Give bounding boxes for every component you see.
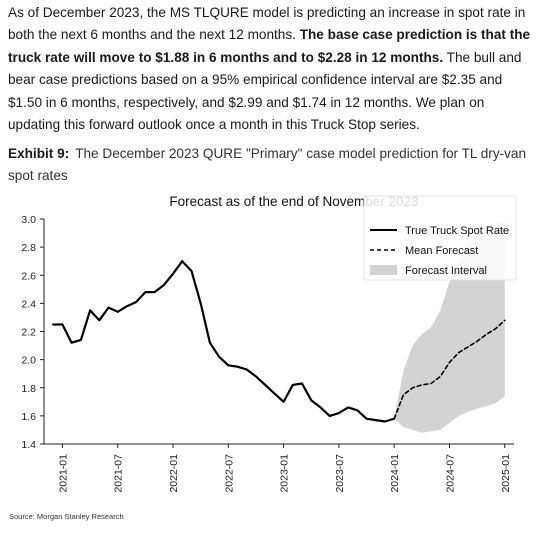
intro-text-1: As of December 2023, the MS TLQURE model…	[8, 5, 526, 43]
legend-box	[363, 195, 517, 281]
x-tick-label: 2023-01	[279, 454, 291, 493]
legend-forecast-interval-swatch	[370, 265, 397, 275]
exhibit-label: Exhibit 9:	[8, 146, 70, 161]
y-tick-label: 2.4	[21, 298, 36, 310]
x-tick-label: 2023-07	[334, 454, 346, 493]
x-tick-label: 2022-01	[168, 454, 180, 493]
x-tick-label: 2024-01	[389, 454, 401, 493]
y-tick-label: 1.4	[21, 439, 36, 451]
x-tick-label: 2021-01	[57, 454, 69, 493]
y-tick-label: 1.6	[21, 411, 36, 423]
x-tick-label: 2025-01	[500, 454, 512, 493]
y-tick-label: 2.2	[21, 327, 36, 339]
intro-text-bold: The base case prediction is that the tru…	[8, 27, 531, 65]
y-tick-label: 3.0	[21, 214, 36, 226]
intro-text-2: The bull and bear case predictions based…	[8, 49, 522, 133]
y-tick-label: 1.8	[21, 383, 36, 395]
chart-title: Forecast as of the end of November 2023	[169, 194, 418, 209]
intro-paragraph: As of December 2023, the MS TLQURE model…	[8, 2, 538, 136]
legend-forecast-interval-label: Forecast Interval	[405, 265, 487, 277]
x-tick-label: 2024-07	[444, 454, 456, 493]
mean-forecast-line	[393, 319, 506, 420]
forecast-chart: Forecast as of the end of November 2023 1…	[21, 194, 517, 493]
source-note: Source: Morgan Stanley Research	[9, 512, 124, 521]
y-tick-label: 2.6	[21, 270, 36, 282]
true-spot-rate-line	[52, 260, 396, 423]
exhibit-heading: Exhibit 9: The December 2023 QURE "Primar…	[8, 143, 538, 188]
x-tick-label: 2021-07	[113, 454, 125, 493]
legend-true-rate-label: True Truck Spot Rate	[405, 225, 509, 237]
x-tick-label: 2022-07	[223, 454, 235, 493]
exhibit-caption: The December 2023 QURE "Primary" case mo…	[8, 146, 527, 184]
y-tick-label: 2.8	[21, 242, 36, 254]
legend-mean-forecast-label: Mean Forecast	[405, 245, 478, 257]
y-tick-label: 2.0	[21, 355, 36, 367]
